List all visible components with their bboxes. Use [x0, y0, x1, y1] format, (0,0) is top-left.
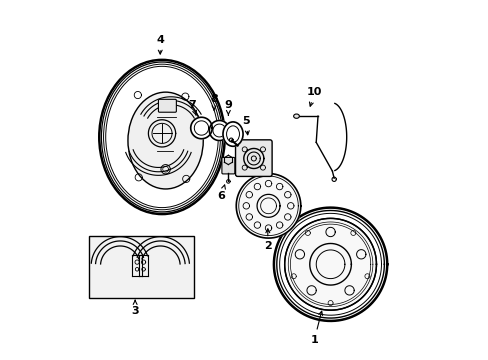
Text: 3: 3: [131, 300, 139, 316]
Ellipse shape: [128, 92, 203, 189]
Polygon shape: [284, 219, 376, 310]
Text: 1: 1: [310, 311, 322, 345]
Text: 4: 4: [156, 35, 164, 54]
FancyBboxPatch shape: [222, 157, 234, 174]
Text: 7: 7: [188, 100, 196, 115]
FancyBboxPatch shape: [235, 140, 271, 176]
Polygon shape: [190, 117, 212, 139]
Ellipse shape: [293, 114, 299, 118]
Text: 2: 2: [264, 229, 271, 251]
FancyBboxPatch shape: [158, 99, 176, 112]
Text: 6: 6: [217, 185, 225, 201]
Text: 9: 9: [224, 100, 232, 115]
Text: 8: 8: [210, 94, 218, 110]
Polygon shape: [209, 121, 229, 140]
Polygon shape: [236, 174, 300, 238]
Ellipse shape: [223, 122, 243, 146]
Text: 10: 10: [306, 87, 322, 106]
Ellipse shape: [99, 60, 224, 214]
FancyBboxPatch shape: [88, 235, 194, 298]
Text: 5: 5: [242, 116, 249, 135]
